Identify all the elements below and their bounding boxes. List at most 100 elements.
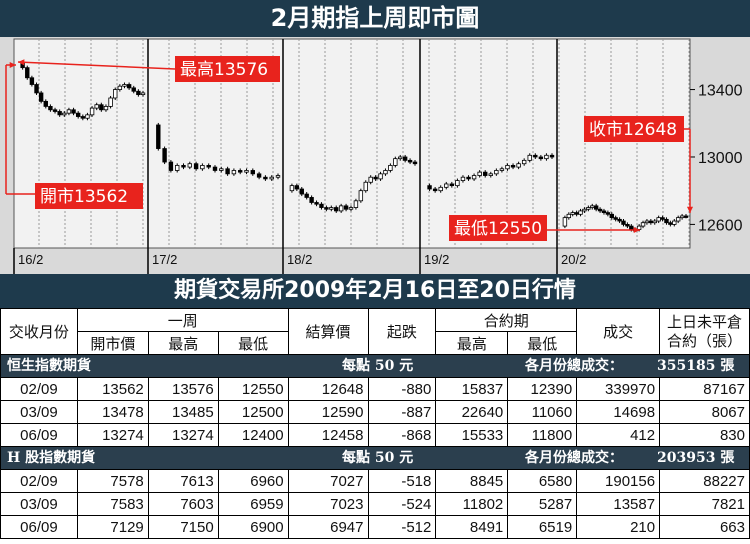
annotation-box — [584, 116, 684, 142]
annotation-box — [35, 183, 143, 209]
header-contract-high: 最高 — [435, 331, 509, 355]
table-cell: 7821 — [659, 492, 750, 516]
table-cell: 12550 — [217, 377, 289, 401]
annotation-box — [449, 215, 547, 241]
candle-body — [427, 185, 432, 190]
candle-body — [593, 205, 599, 210]
candle-body — [605, 212, 611, 215]
table-cell: 13274 — [76, 423, 149, 447]
annotation-box — [175, 56, 280, 82]
candle-body — [549, 154, 555, 158]
candle-body — [103, 106, 109, 111]
section-total: 355185 張 — [657, 357, 735, 374]
candle-body — [378, 173, 383, 180]
section-name: 恒生指數期貨 — [7, 357, 91, 374]
header-high: 最高 — [147, 331, 219, 355]
candle-body — [99, 104, 104, 111]
table-cell: 6519 — [507, 515, 578, 539]
table-cell: 190156 — [576, 469, 661, 493]
candle-body — [640, 222, 646, 227]
candle-body — [263, 176, 268, 180]
table-title: 期貨交易所2009年2月16日至20日行情 — [0, 274, 750, 308]
candle-body — [668, 222, 673, 225]
table-cell: 12400 — [217, 423, 289, 447]
candle-body — [122, 84, 127, 87]
candle-body — [471, 175, 477, 180]
header-oi-line1: 上日未平倉 — [667, 313, 743, 331]
candle-body — [43, 100, 48, 107]
candle-body — [438, 186, 443, 192]
candle-body — [62, 112, 67, 116]
table-row: 06/09 7129 7150 6900 6947 -512 8491 6519 210 663 — [0, 515, 750, 539]
header-month: 交收月份 — [0, 308, 78, 355]
plot-area — [13, 38, 691, 249]
candle-body — [162, 148, 167, 163]
candle-body — [156, 124, 161, 149]
candle-body — [363, 181, 368, 192]
candle-body — [181, 165, 186, 168]
table-cell: 14698 — [576, 400, 661, 424]
table-cell: 13576 — [147, 377, 219, 401]
futures-table: 交收月份 一周 結算價 起跌 合約期 成交 上日未平倉 合約（張） 開市價 最高… — [0, 308, 750, 539]
table-cell: 11060 — [507, 400, 578, 424]
candle-body — [219, 168, 224, 171]
candle-body — [25, 67, 30, 79]
candle-body — [108, 97, 113, 107]
table-cell: 7603 — [147, 492, 219, 516]
table-header-row-1: 交收月份 一周 結算價 起跌 合約期 成交 上日未平倉 合約（張） — [0, 308, 750, 355]
table-cell: 5287 — [507, 492, 578, 516]
table-cell: 7129 — [76, 515, 149, 539]
candle-body — [533, 154, 538, 158]
header-settle: 結算價 — [287, 308, 369, 355]
candle-body — [613, 217, 618, 220]
candle-body — [334, 207, 339, 212]
table-cell: 7578 — [76, 469, 149, 493]
candle-body — [131, 87, 136, 92]
candle-body — [516, 163, 521, 168]
table-cell: 22640 — [435, 400, 509, 424]
header-contract: 合約期 — [435, 308, 578, 332]
header-contract-low: 最低 — [507, 331, 578, 355]
table-cell: -880 — [367, 377, 437, 401]
section-total-label: 各月份總成交： — [525, 449, 623, 466]
table-cell: 7027 — [287, 469, 369, 493]
candle-body — [562, 217, 568, 227]
candle-body — [683, 215, 689, 218]
table-cell: 12390 — [507, 377, 578, 401]
y-tick-label: 13000 — [698, 150, 743, 167]
candle-body — [368, 176, 373, 183]
table-cell: 11802 — [435, 492, 509, 516]
section-name: H 股指數期貨 — [7, 449, 96, 466]
table-cell: 7023 — [287, 492, 369, 516]
table-cell: 88227 — [659, 469, 750, 493]
table-cell: 13562 — [76, 377, 149, 401]
table-cell: -887 — [367, 400, 437, 424]
candle-body — [187, 163, 192, 168]
table-cell: 15533 — [435, 423, 509, 447]
table-cell: -524 — [367, 492, 437, 516]
table-cell: 13587 — [576, 492, 661, 516]
candle-body — [544, 154, 549, 160]
candle-body — [126, 84, 132, 89]
table-cell: 8845 — [435, 469, 509, 493]
table-cell: 02/09 — [0, 469, 78, 493]
arrow-head — [9, 61, 16, 69]
table-row: 02/09 13562 13576 12550 12648 -880 15837 12390 3… — [0, 377, 750, 401]
table-cell: 6959 — [217, 492, 289, 516]
table-cell: 6947 — [287, 515, 369, 539]
candle-body — [38, 92, 44, 102]
candle-body — [324, 207, 329, 210]
table-cell: 7613 — [147, 469, 219, 493]
annotation-high: 最高13576 — [180, 60, 268, 80]
candle-body — [193, 163, 199, 170]
candle-body — [625, 224, 630, 227]
candle-body — [358, 190, 364, 202]
table-cell: 7583 — [76, 492, 149, 516]
table-cell: 412 — [576, 423, 661, 447]
candle-body — [348, 207, 354, 210]
candle-body — [269, 176, 274, 180]
candle-body — [601, 210, 607, 214]
section-per-point: 每點 50 元 — [342, 357, 414, 374]
table-cell: -518 — [367, 469, 437, 493]
candle-body — [34, 84, 39, 94]
